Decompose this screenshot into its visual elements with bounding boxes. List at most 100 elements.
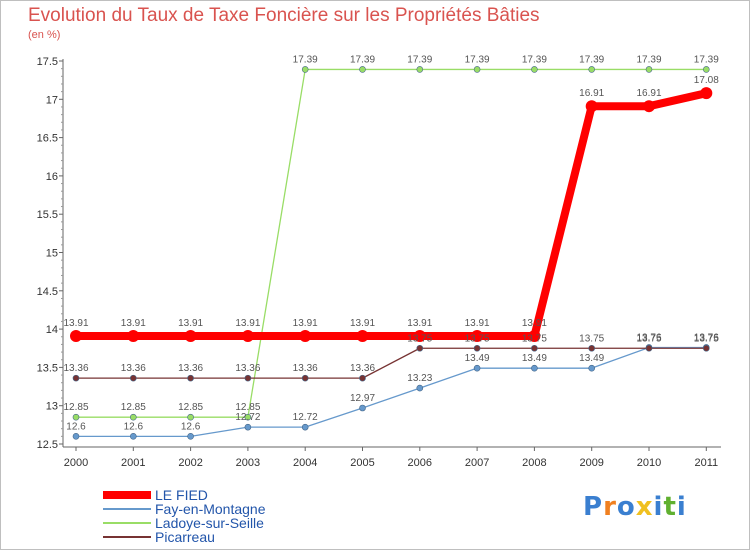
y-axis-unit-label: (en %) <box>28 29 61 41</box>
data-point <box>127 329 140 342</box>
x-tick-label: 2006 <box>408 457 432 469</box>
data-label: 13.36 <box>178 363 203 374</box>
data-point <box>416 384 424 392</box>
data-point <box>645 344 653 352</box>
series-line-0 <box>76 89 708 340</box>
data-label: 17.39 <box>407 54 432 65</box>
data-point <box>645 66 653 73</box>
data-label: 12.85 <box>235 402 260 413</box>
data-point <box>187 433 194 440</box>
data-point <box>473 344 481 352</box>
data-label: 17.39 <box>293 54 318 65</box>
data-label: 13.76 <box>636 332 661 343</box>
data-label: 13.91 <box>293 318 318 329</box>
data-label: 17.39 <box>579 54 604 65</box>
data-point <box>585 100 598 113</box>
data-point <box>359 404 366 412</box>
data-label: 13.49 <box>579 353 604 364</box>
data-point <box>702 344 710 352</box>
y-tick-label: 17.5 <box>37 56 58 68</box>
data-point <box>241 329 254 342</box>
x-tick-label: 2010 <box>637 457 661 469</box>
data-point <box>72 433 80 440</box>
data-label: 12.85 <box>121 402 146 413</box>
data-point <box>301 423 309 431</box>
data-point <box>359 374 366 382</box>
data-point <box>416 344 424 352</box>
data-label: 17.39 <box>522 54 547 65</box>
y-tick-label: 16 <box>46 171 58 183</box>
data-point <box>471 329 484 342</box>
logo-letter: P <box>583 492 604 522</box>
data-label: 13.36 <box>121 363 146 374</box>
x-tick-label: 2003 <box>236 457 260 469</box>
data-point <box>531 66 538 73</box>
legend-label: Fay-en-Montagne <box>155 501 266 517</box>
data-point <box>301 374 309 382</box>
data-point <box>359 66 366 73</box>
x-tick-label: 2001 <box>121 457 145 469</box>
data-point <box>130 433 137 440</box>
data-label: 13.49 <box>465 353 490 364</box>
x-tick-label: 2004 <box>293 457 317 469</box>
data-point <box>413 329 426 342</box>
data-point <box>356 329 369 342</box>
data-point <box>244 374 252 382</box>
logo-letter: i <box>653 492 664 522</box>
data-point <box>187 413 194 421</box>
data-label: 13.75 <box>579 333 604 344</box>
data-point <box>130 374 137 382</box>
data-point <box>588 364 596 372</box>
data-label: 13.75 <box>522 333 547 344</box>
data-point <box>531 364 538 372</box>
data-label: 13.91 <box>522 318 547 329</box>
data-label: 17.39 <box>694 54 719 65</box>
logo-letter: r <box>603 492 617 522</box>
data-point <box>244 423 252 431</box>
x-tick-label: 2005 <box>350 457 374 469</box>
y-tick-label: 12.5 <box>37 439 58 451</box>
y-tick-label: 13.5 <box>37 362 58 374</box>
data-point <box>72 413 80 421</box>
x-tick-label: 2009 <box>579 457 603 469</box>
data-label: 13.91 <box>465 318 490 329</box>
data-point <box>588 66 596 73</box>
data-point <box>416 66 424 73</box>
data-point <box>473 66 481 73</box>
data-label: 13.75 <box>694 333 719 344</box>
data-label: 16.91 <box>579 88 604 99</box>
data-label: 13.36 <box>235 363 260 374</box>
data-label: 13.91 <box>407 318 432 329</box>
legend-label: Picarreau <box>155 529 215 545</box>
y-tick-label: 14.5 <box>37 286 58 298</box>
data-label: 12.85 <box>178 402 203 413</box>
data-point <box>70 329 82 342</box>
data-point <box>184 329 197 342</box>
series-line-3 <box>76 347 707 379</box>
chart-title: Evolution du Taux de Taxe Foncière sur l… <box>28 5 540 26</box>
data-label: 13.49 <box>522 353 547 364</box>
logo-letter: o <box>616 492 636 522</box>
logo-letter: x <box>635 492 654 522</box>
series-line-1 <box>76 346 707 437</box>
data-label: 12.97 <box>350 393 375 404</box>
data-label: 13.91 <box>178 318 203 329</box>
data-label: 16.91 <box>636 88 661 99</box>
data-point <box>700 87 713 100</box>
data-point <box>473 364 481 372</box>
x-tick-label: 2007 <box>465 457 489 469</box>
data-label: 17.39 <box>636 54 661 65</box>
y-tick-label: 17 <box>46 94 58 106</box>
data-label: 13.91 <box>350 318 375 329</box>
data-label: 12.6 <box>124 421 144 432</box>
data-label: 13.36 <box>350 363 375 374</box>
y-tick-label: 15.5 <box>37 209 58 221</box>
data-point <box>187 374 194 382</box>
data-point <box>588 344 596 352</box>
data-point <box>130 413 137 421</box>
data-label: 13.91 <box>235 318 260 329</box>
y-tick-label: 13 <box>46 401 58 413</box>
legend-label: LE FIED <box>155 487 208 503</box>
